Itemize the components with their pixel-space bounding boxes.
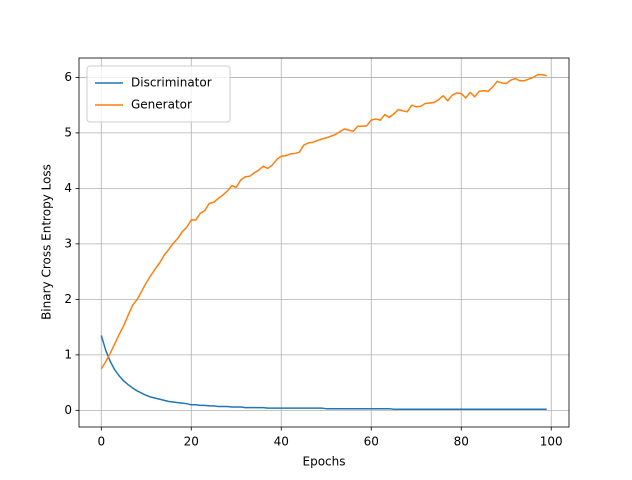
x-tick-label: 0 (97, 435, 105, 449)
legend-label: Generator (131, 98, 192, 112)
x-tick-label: 40 (274, 435, 289, 449)
x-tick-label: 100 (540, 435, 563, 449)
x-axis-label: Epochs (303, 455, 346, 469)
x-tick-label: 20 (184, 435, 199, 449)
y-tick-label: 5 (64, 125, 72, 139)
y-tick-label: 6 (64, 70, 72, 84)
y-tick-label: 1 (64, 347, 72, 361)
line (100, 73, 547, 370)
legend-box (86, 65, 231, 123)
y-tick-label: 2 (64, 292, 72, 306)
y-tick-label: 4 (64, 181, 72, 195)
y-tick-label: 3 (64, 236, 72, 250)
line (100, 335, 547, 410)
y-tick-label: 0 (64, 403, 72, 417)
axes-frame (78, 57, 570, 428)
y-axis-label: Binary Cross Entropy Loss (40, 164, 54, 320)
x-tick-label: 80 (454, 435, 469, 449)
legend-label: Discriminator (131, 76, 212, 90)
x-tick-label: 60 (364, 435, 379, 449)
